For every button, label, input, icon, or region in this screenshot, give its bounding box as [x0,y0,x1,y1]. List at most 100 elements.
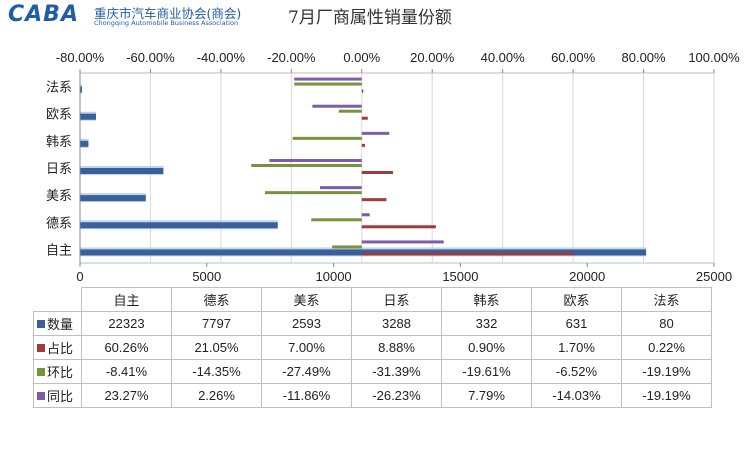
table-cell: 3288 [351,311,442,336]
category-label: 德系 [46,216,72,231]
top-tick-label: -40.00% [197,50,246,65]
top-tick-label: 100.00% [688,50,740,65]
quantity-bar [80,86,83,93]
logo: CABA 重庆市汽车商业协会(商会) Chongqing Automobile … [8,2,298,30]
top-tick-label: -20.00% [267,50,316,65]
table-cell: 332 [441,311,532,336]
table-column-header: 德系 [171,287,262,312]
logo-text-cn: 重庆市汽车商业协会(商会) [94,6,242,21]
table-column-header: 自主 [81,287,172,312]
category-label: 法系 [46,81,72,96]
bottom-tick-label: 0 [76,269,83,284]
table-cell: -19.19% [621,383,712,408]
mom-bar [294,82,362,86]
table-cell: -14.03% [531,383,622,408]
bottom-tick-label: 20000 [569,269,605,284]
top-tick-label: 60.00% [551,50,596,65]
yoy-bar [269,159,362,162]
table-cell: 7.79% [441,383,532,408]
mom-bar [292,136,362,140]
category-label: 欧系 [46,108,72,123]
table-corner [33,287,82,312]
bottom-tick-label: 10000 [316,269,352,284]
mom-bar [338,109,362,113]
yoy-bar [361,131,390,135]
legend-label: 环比 [47,365,74,380]
table-cell: 8.88% [351,335,442,360]
table-cell: 2.26% [171,383,262,408]
bottom-tick-label: 25000 [696,269,732,284]
share-bar [361,225,436,229]
legend-label: 占比 [47,341,74,356]
yoy-bar [312,104,362,108]
quantity-bar [80,113,97,120]
table-cell: 21.05% [171,335,262,360]
table-column-header: 韩系 [441,287,532,312]
table-cell: 80 [621,311,712,336]
quantity-bar [80,195,146,202]
quantity-bar [80,222,278,229]
quantity-bar [80,168,164,174]
top-tick-label: 40.00% [481,50,526,65]
table-cell: 0.90% [441,335,532,360]
table-cell: 7797 [171,311,262,336]
mom-bar [264,191,362,195]
legend-swatch [37,344,45,352]
category-label: 美系 [46,189,72,204]
category-label: 韩系 [46,135,72,150]
table-row: 数量 22323 7797 2593 3288 332 631 80 [33,311,712,336]
yoy-bar [320,186,362,190]
legend-row-header: 数量 [33,311,82,336]
logo-mark: CABA [8,2,79,27]
table-cell: -27.49% [261,359,352,384]
legend-swatch [37,368,45,376]
top-tick-label: 20.00% [410,50,455,65]
table-cell: -19.61% [441,359,532,384]
table-cell: 0.22% [621,335,712,360]
share-bar [361,198,387,202]
table-cell: -19.19% [621,359,712,384]
plot-area [79,72,715,264]
top-tick-label: -80.00% [56,50,105,65]
yoy-bar [294,77,362,81]
table-cell: -14.35% [171,359,262,384]
table-cell: 1.70% [531,335,622,360]
top-tick-label: 80.00% [622,50,667,65]
mom-bar [332,245,362,249]
legend-row-header: 同比 [33,383,82,408]
category-label: 日系 [46,162,72,177]
table-cell: -8.41% [81,359,172,384]
share-bar [361,116,368,120]
table-column-header: 美系 [261,287,352,312]
yoy-bar [361,240,444,244]
bottom-tick-label: 15000 [442,269,478,284]
table-cell: 23.27% [81,383,172,408]
legend-swatch [37,392,45,400]
top-tick-label: -60.00% [126,50,175,65]
share-bar [361,143,365,147]
share-bar [361,171,394,174]
yoy-bar [361,213,370,217]
category-label: 自主 [46,243,72,258]
quantity-bar [80,140,89,147]
logo-text-en: Chongqing Automobile Business Associatio… [94,19,239,27]
table-row: 占比 60.26% 21.05% 7.00% 8.88% 0.90% 1.70% 0.22% [33,335,712,360]
table-cell: 7.00% [261,335,352,360]
table-cell: 22323 [81,311,172,336]
table-cell: -11.86% [261,383,352,408]
mom-bar [311,218,362,222]
table-cell: -6.52% [531,359,622,384]
table-cell: -31.39% [351,359,442,384]
legend-label: 同比 [47,389,74,404]
table-column-header: 法系 [621,287,712,312]
bottom-tick-label: 5000 [192,269,221,284]
table-cell: 2593 [261,311,352,336]
table-column-header: 欧系 [531,287,622,312]
top-tick-label: 0.00% [343,50,380,65]
legend-swatch [37,320,45,328]
share-bar [361,252,575,256]
table-cell: -26.23% [351,383,442,408]
table-cell: 631 [531,311,622,336]
chart-title: 7月厂商属性销量份额 [288,8,452,28]
